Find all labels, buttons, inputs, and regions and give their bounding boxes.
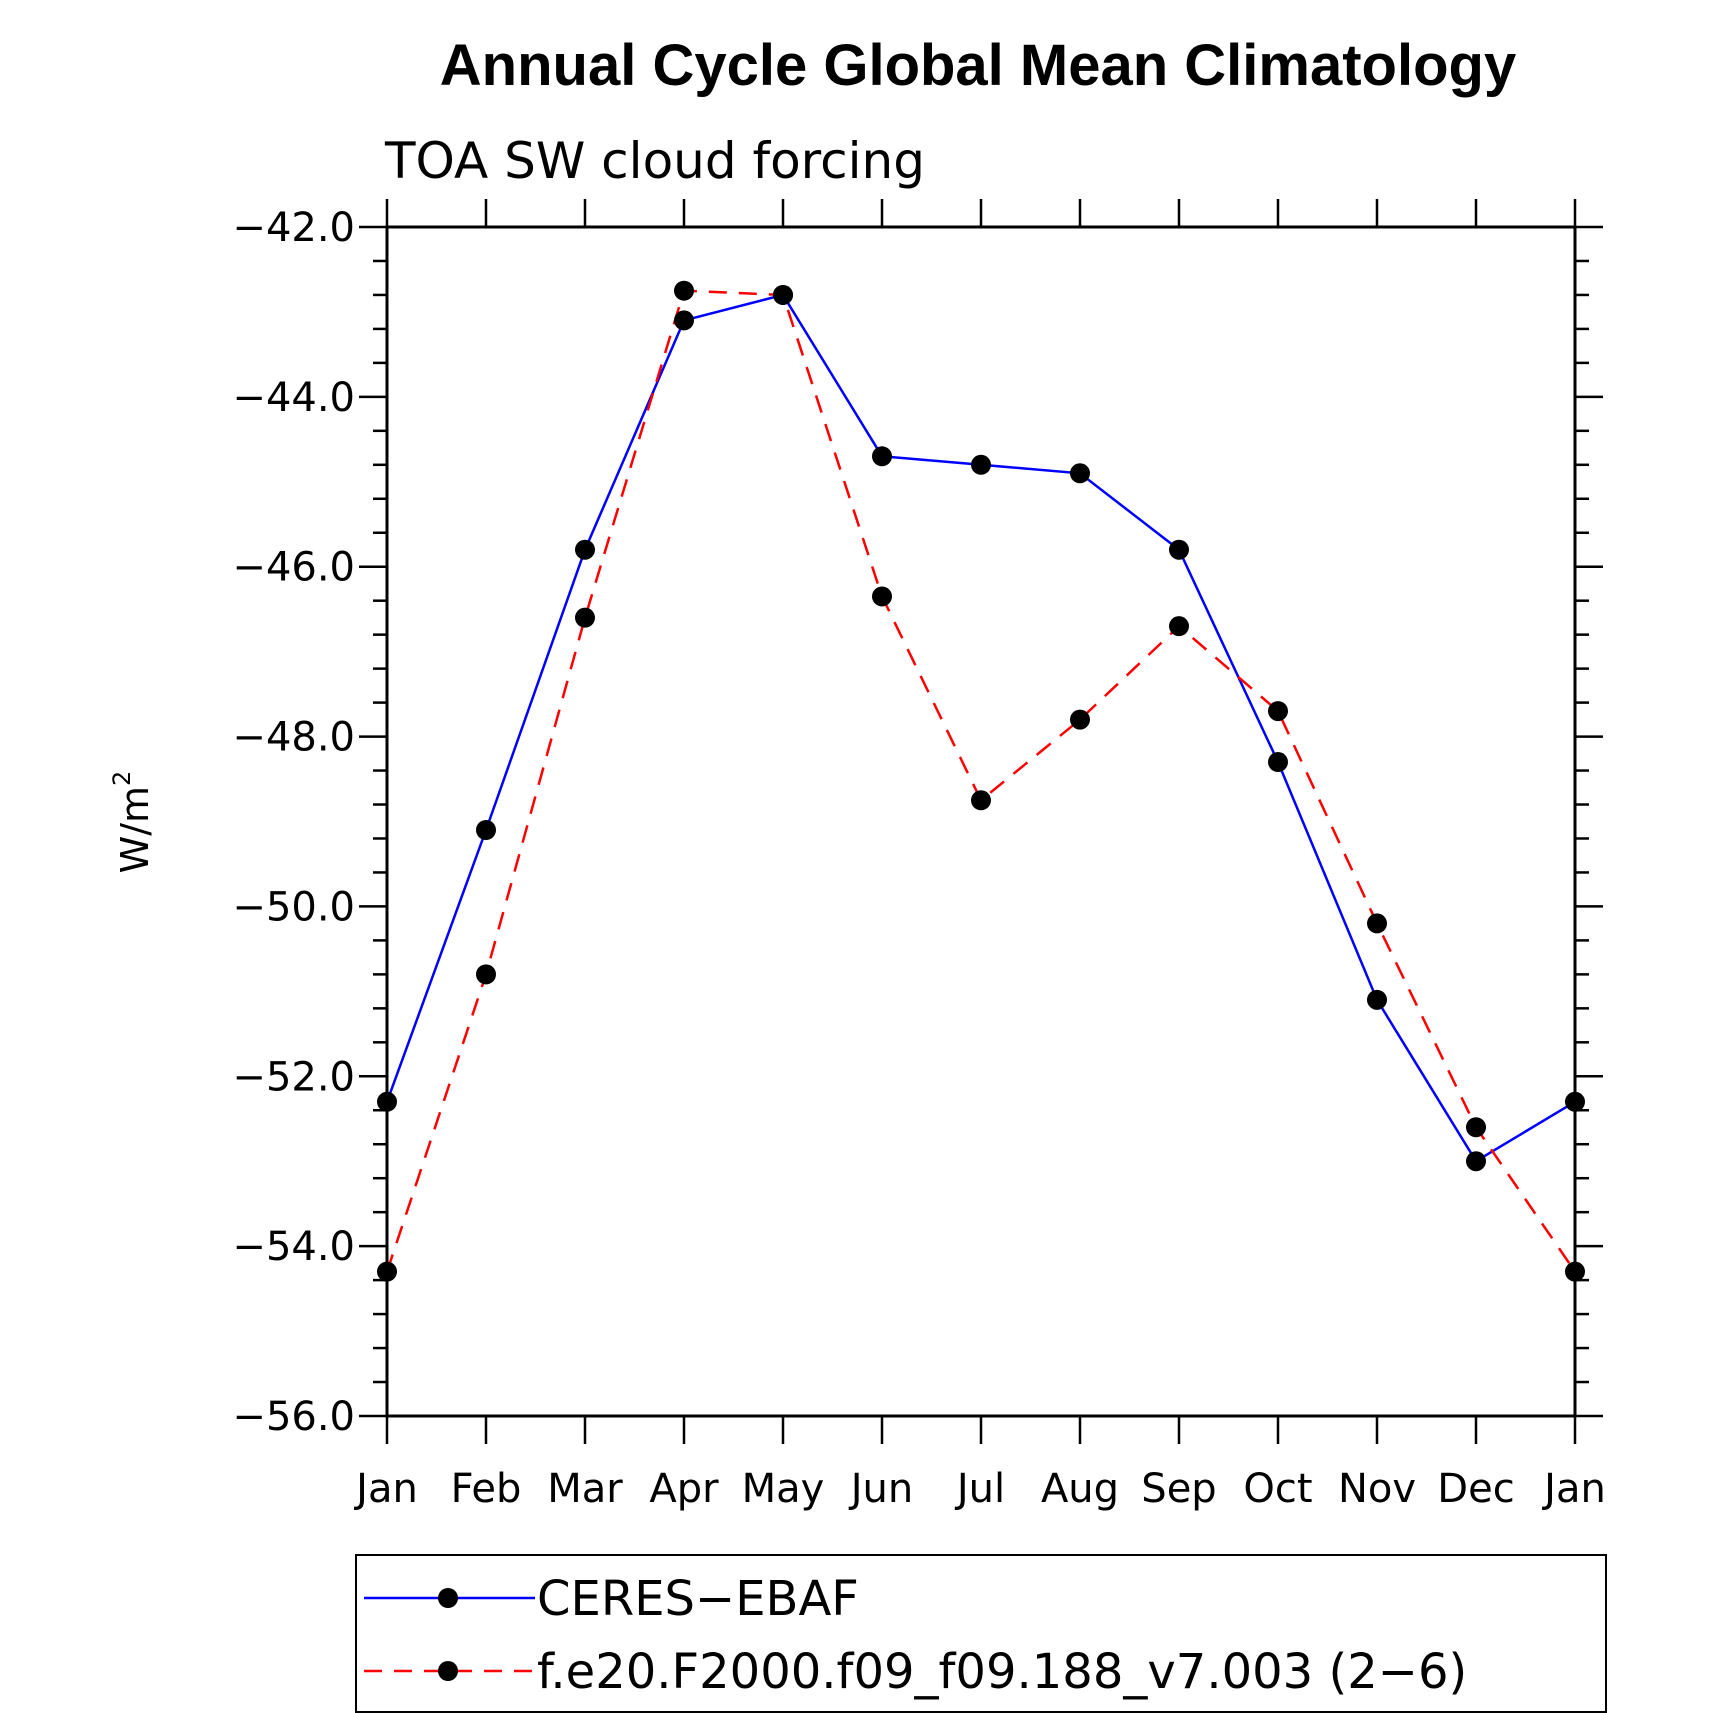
- x-tick-label: May: [742, 1466, 825, 1512]
- y-tick-label: −52.0: [232, 1054, 355, 1100]
- legend-label-ceres: CERES−EBAF: [537, 1571, 859, 1627]
- legend-marker-model: [438, 1661, 458, 1681]
- chart-title: Annual Cycle Global Mean Climatology: [440, 33, 1516, 98]
- y-tick-label: −44.0: [232, 375, 355, 421]
- series-marker-0: [575, 539, 595, 560]
- x-tick-label: Oct: [1243, 1466, 1312, 1512]
- series-marker-1: [1268, 701, 1288, 722]
- series-marker-0: [674, 310, 694, 331]
- x-tick-label: Apr: [649, 1466, 719, 1512]
- series-marker-1: [872, 586, 892, 607]
- axis-ticks: [359, 199, 1603, 1444]
- legend: CERES−EBAF f.e20.F2000.f09_f09.188_v7.00…: [355, 1554, 1607, 1713]
- series-marker-1: [1367, 913, 1387, 934]
- y-axis-label-base: W/m: [113, 786, 157, 873]
- series-marker-0: [1070, 463, 1090, 484]
- series-marker-0: [872, 446, 892, 467]
- y-tick-label: −54.0: [232, 1224, 355, 1270]
- series-line-0: [385, 293, 1576, 1163]
- y-axis-label: W/m2: [108, 771, 157, 874]
- x-tick-label: Mar: [547, 1466, 623, 1512]
- y-axis-label-superscript: 2: [108, 771, 136, 786]
- x-tick-label: Sep: [1141, 1466, 1216, 1512]
- y-tick-label: −46.0: [232, 545, 355, 591]
- legend-marker-ceres: [438, 1588, 458, 1608]
- x-tick-label: Jul: [954, 1466, 1005, 1512]
- series-marker-0: [1169, 539, 1189, 560]
- series-marker-1: [476, 964, 496, 985]
- x-tick-label: Jan: [353, 1466, 418, 1512]
- y-tick-label: −50.0: [232, 884, 355, 930]
- x-tick-label: Dec: [1437, 1466, 1514, 1512]
- x-tick-label: Jan: [1541, 1466, 1606, 1512]
- series-marker-0: [1466, 1151, 1486, 1172]
- series-marker-1: [1070, 709, 1090, 730]
- x-tick-label: Feb: [451, 1466, 522, 1512]
- series-marker-1: [575, 607, 595, 628]
- series-marker-0: [1268, 752, 1288, 773]
- series-line-1: [385, 289, 1577, 1273]
- x-tick-label: Aug: [1041, 1466, 1119, 1512]
- legend-label-model: f.e20.F2000.f09_f09.188_v7.003 (2−6): [537, 1644, 1467, 1700]
- y-tick-label: −42.0: [232, 205, 355, 251]
- series-marker-1: [1466, 1117, 1486, 1138]
- svg-text:W/m2: W/m2: [108, 771, 157, 874]
- y-tick-labels: −42.0 −44.0 −46.0 −48.0 −50.0 −52.0 −54.0 −56.0: [232, 205, 355, 1440]
- x-tick-labels: Jan Feb Mar Apr May Jun Jul Aug Sep Oct Nov Dec Jan: [353, 1466, 1606, 1512]
- x-tick-label: Nov: [1338, 1466, 1416, 1512]
- data-series: [377, 280, 1585, 1282]
- series-marker-1: [773, 284, 793, 305]
- chart-subtitle: TOA SW cloud forcing: [384, 132, 925, 190]
- series-marker-1: [674, 280, 694, 301]
- series-marker-0: [476, 819, 496, 840]
- series-marker-1: [1169, 616, 1189, 637]
- plot-frame: [385, 225, 1577, 1418]
- series-marker-0: [971, 454, 991, 475]
- y-tick-label: −48.0: [232, 715, 355, 761]
- series-marker-1: [971, 790, 991, 811]
- y-tick-label: −56.0: [232, 1394, 355, 1440]
- series-marker-0: [1367, 989, 1387, 1010]
- legend-box: [355, 1554, 1607, 1713]
- x-tick-label: Jun: [848, 1466, 914, 1512]
